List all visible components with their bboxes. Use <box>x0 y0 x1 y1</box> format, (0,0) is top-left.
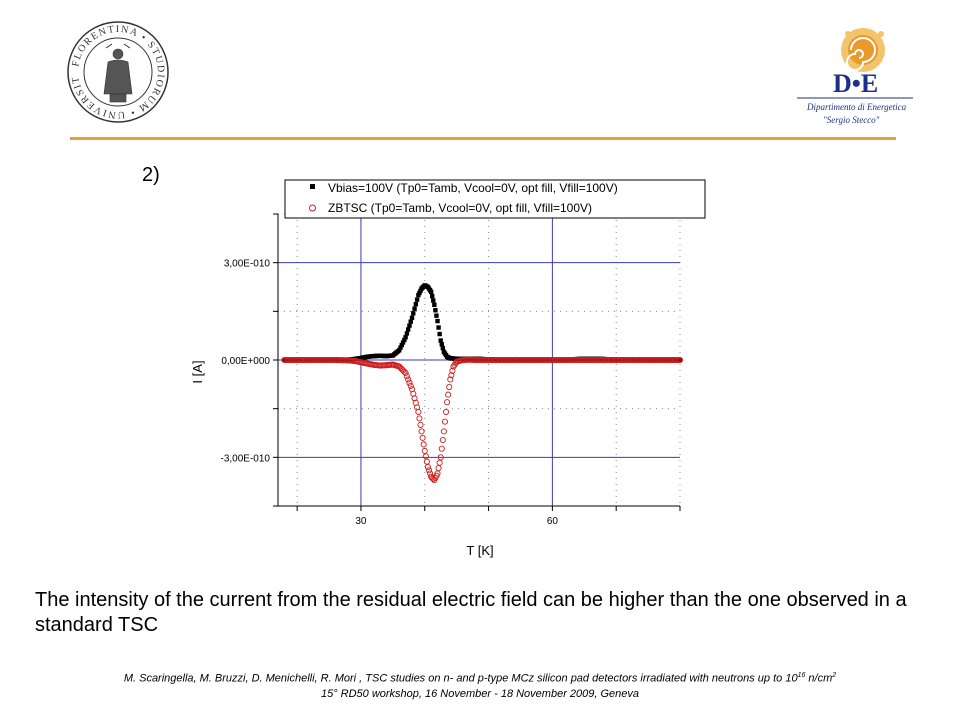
zbtsc-point <box>441 418 449 425</box>
chart-legend: Vbias=100V (Tp0=Tamb, Vcool=0V, opt fill… <box>284 179 706 219</box>
zbtsc-point <box>419 434 426 441</box>
zbtsc-point <box>446 383 453 391</box>
zbtsc-point <box>405 376 412 383</box>
y-axis-label: I [A] <box>190 360 205 383</box>
y-tick-label: -3,00E-010 <box>221 453 271 464</box>
header-divider <box>70 137 896 140</box>
body-text: The intensity of the current from the re… <box>35 589 907 636</box>
legend-marker-zbtsc <box>309 204 316 212</box>
zbtsc-point <box>439 436 446 444</box>
zbtsc-point <box>445 391 452 398</box>
university-seal-logo: FLORENTINA • STUDIORUM • UNIVERSITAS <box>66 20 169 123</box>
logo-subtitle: Dipartimento di Energetica <box>806 102 907 112</box>
vbias-point <box>407 323 412 328</box>
legend-label-vbias: Vbias=100V (Tp0=Tamb, Vcool=0V, opt fill… <box>328 181 618 195</box>
vbias-point <box>400 340 406 345</box>
zbtsc-point <box>421 447 428 454</box>
legend-marker-vbias <box>310 184 315 189</box>
zbtsc-point <box>436 459 443 466</box>
slide-number: 2) <box>142 164 160 186</box>
zbtsc-point <box>425 467 433 474</box>
legend-label-zbtsc: ZBTSC (Tp0=Tamb, Vcool=0V, opt fill, Vfi… <box>328 201 592 215</box>
x-tick-label: 60 <box>547 516 559 527</box>
legend-box <box>284 179 706 219</box>
logo-subtitle-name: "Sergio Stecco" <box>823 115 880 125</box>
zbtsc-point <box>406 379 413 386</box>
vbias-point <box>439 342 444 347</box>
department-logo: D•E Dipartimento di Energetica "Sergio S… <box>797 28 913 125</box>
vbias-point <box>413 301 419 307</box>
sun-swirl-icon <box>841 28 885 72</box>
vbias-point <box>409 315 415 321</box>
zbtsc-point <box>418 428 425 435</box>
vbias-point <box>408 319 413 324</box>
vbias-point <box>428 289 434 295</box>
zbtsc-point <box>444 399 451 406</box>
vbias-point <box>411 311 416 316</box>
zbtsc-point <box>437 454 444 461</box>
vbias-point <box>437 331 442 337</box>
vbias-point <box>398 345 403 350</box>
zbtsc-point <box>676 356 684 364</box>
zbtsc-point <box>424 464 432 471</box>
zbtsc-point <box>403 373 410 380</box>
vbias-point <box>434 313 439 318</box>
y-tick-label: 0,00E+000 <box>221 356 270 367</box>
logo-main-text: D•E <box>833 69 878 98</box>
vbias-point <box>431 298 436 303</box>
zbtsc-point <box>402 369 409 377</box>
vbias-point <box>412 306 417 311</box>
zbtsc-point <box>423 458 430 465</box>
zbtsc-point <box>440 428 447 435</box>
x-tick-label: 30 <box>355 516 367 527</box>
zbtsc-point <box>442 408 450 415</box>
vbias-point <box>430 293 435 299</box>
chart-axes: 3,00E-010 0,00E+000 -3,00E-010 30 60 <box>221 213 681 527</box>
vbias-point <box>414 297 420 302</box>
footer-citation: M. Scaringella, M. Bruzzi, D. Menichelli… <box>40 668 920 702</box>
zbtsc-point <box>415 408 422 415</box>
y-tick-label: 3,00E-010 <box>224 259 271 270</box>
zbtsc-point <box>407 382 414 390</box>
vbias-point <box>402 337 407 343</box>
vbias-point <box>405 327 411 332</box>
zbtsc-point <box>435 465 442 472</box>
vbias-point <box>440 345 446 351</box>
zbtsc-point <box>401 368 408 375</box>
vbias-point <box>432 302 437 308</box>
vbias-point <box>404 331 410 336</box>
tsc-current-chart: 3,00E-010 0,00E+000 -3,00E-010 30 60 Vbias=1… <box>190 179 706 558</box>
vbias-point <box>435 318 440 324</box>
vbias-point <box>433 308 438 313</box>
zbtsc-point <box>438 445 445 452</box>
footer-line-1: M. Scaringella, M. Bruzzi, D. Menichelli… <box>123 672 837 685</box>
zbtsc-point <box>417 421 424 428</box>
vbias-point <box>397 348 402 353</box>
chart-data-layer <box>281 283 684 484</box>
x-axis-label: T [K] <box>466 543 493 558</box>
zbtsc-point <box>422 453 429 460</box>
footer-line-2: 15° RD50 workshop, 16 November - 18 Nove… <box>320 687 640 700</box>
vbias-point <box>399 342 404 348</box>
vbias-point <box>438 338 443 343</box>
zbtsc-point <box>449 367 456 374</box>
zbtsc-point <box>420 441 427 448</box>
vbias-point <box>403 335 408 340</box>
zbtsc-point <box>448 372 455 379</box>
zbtsc-point <box>416 415 423 422</box>
vbias-point <box>436 325 441 330</box>
zbtsc-point <box>447 376 454 383</box>
